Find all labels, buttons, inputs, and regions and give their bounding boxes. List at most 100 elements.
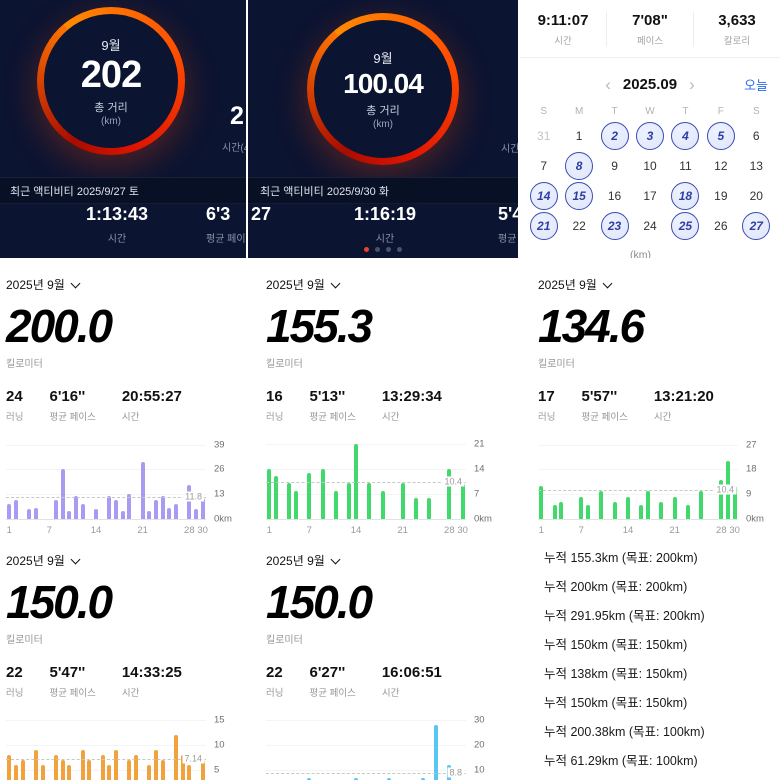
x-axis-tick: 7 <box>46 525 52 534</box>
goal-summary-line: 누적 150km (목표: 150km) <box>544 696 688 710</box>
edge-cut-label: 시간 <box>501 144 518 155</box>
gridline <box>6 469 206 471</box>
calendar-day-badge[interactable]: 5 <box>703 121 738 151</box>
month-selector[interactable]: 2025년 9월 <box>6 276 246 293</box>
month-selector-label: 2025년 9월 <box>6 554 65 568</box>
calendar-day-badge[interactable]: 4 <box>668 121 703 151</box>
chart-bar <box>639 505 644 519</box>
calendar-day[interactable]: 11 <box>668 151 703 181</box>
chart-bar <box>174 503 178 519</box>
chart-bar <box>107 765 112 780</box>
recent-activity-bar[interactable]: 최근 액티비티 2025/9/27 토 <box>0 177 246 204</box>
chart-bar <box>80 503 85 519</box>
carousel-dot[interactable] <box>397 247 402 252</box>
ring-content: 9월 202 총 거리 (km) <box>37 7 185 155</box>
chart-bar <box>7 755 12 780</box>
calendar-day-badge[interactable]: 2 <box>597 121 632 151</box>
day-number: 2 <box>600 122 629 150</box>
distance-unit-label: 킬로미터 <box>6 359 43 370</box>
calendar-day[interactable]: 26 <box>703 211 738 241</box>
pace-value: 6'27'' <box>309 664 346 681</box>
distance-unit-label: 킬로미터 <box>538 359 575 370</box>
stat-total-time: 9:11:07 시간 <box>520 12 606 47</box>
chart-bar <box>147 765 152 780</box>
calendar-day-badge[interactable]: 3 <box>632 121 667 151</box>
x-axis-tick: 28 <box>444 525 455 534</box>
calendar-day[interactable]: 9 <box>597 151 632 181</box>
y-axis-tick: 26 <box>214 463 225 475</box>
gridline <box>6 444 206 446</box>
carousel-dot[interactable] <box>375 247 380 252</box>
calendar-day[interactable]: 24 <box>632 211 667 241</box>
day-number: 3 <box>635 122 664 150</box>
calendar-day-badge[interactable]: 25 <box>668 211 703 241</box>
chart-bar <box>60 760 65 780</box>
month-selector-label: 2025년 9월 <box>6 278 65 292</box>
month-selector[interactable]: 2025년 9월 <box>6 552 246 569</box>
calendar-day-badge[interactable]: 27 <box>739 211 774 241</box>
calendar-day[interactable]: 10 <box>632 151 667 181</box>
average-value-label: 11.8 <box>183 491 204 502</box>
weekday-label: S <box>540 106 548 117</box>
weekday-label: T <box>682 106 689 117</box>
chart-bar <box>586 505 590 519</box>
chart-bar <box>14 499 18 519</box>
average-value-label: 10.4 <box>442 476 464 487</box>
chart-bar <box>54 755 58 780</box>
today-button[interactable]: 오늘 <box>744 78 768 93</box>
x-axis-tick: 21 <box>137 525 148 534</box>
total-distance-label: 총 거리 <box>94 102 128 115</box>
x-axis-tick: 21 <box>669 525 680 534</box>
calendar-day-badge[interactable]: 8 <box>561 151 596 181</box>
next-month-icon[interactable]: › <box>689 74 695 94</box>
chevron-down-icon <box>330 278 341 288</box>
y-axis-tick: 39 <box>214 439 225 451</box>
chart-bar <box>200 760 205 780</box>
calendar-day[interactable]: 7 <box>526 151 561 181</box>
chart-bar <box>60 469 65 519</box>
calendar-day[interactable]: 16 <box>597 181 632 211</box>
recent-activity-bar[interactable]: 최근 액티비티 2025/9/30 화 <box>248 177 518 204</box>
calendar-day[interactable]: 22 <box>561 211 596 241</box>
goal-summary-line: 누적 200.38km (목표: 100km) <box>544 725 705 739</box>
calendar-day[interactable]: 6 <box>739 121 774 151</box>
chart-plot <box>538 439 738 520</box>
time-value: 20:55:27 <box>121 388 182 405</box>
calendar-day[interactable]: 12 <box>703 151 738 181</box>
calendar-day-badge[interactable]: 21 <box>526 211 561 241</box>
calendar-day[interactable]: 1 <box>561 121 596 151</box>
day-number: 20 <box>749 189 763 203</box>
month-selector[interactable]: 2025년 9월 <box>266 552 518 569</box>
runs-value: 24 <box>6 388 23 405</box>
carousel-dot[interactable] <box>386 247 391 252</box>
gridline <box>266 494 466 496</box>
day-number: 14 <box>529 182 558 210</box>
y-axis-tick: 10 <box>214 739 225 751</box>
x-axis-tick: 7 <box>306 525 312 534</box>
prev-month-icon[interactable]: ‹ <box>605 74 611 94</box>
month-selector[interactable]: 2025년 9월 <box>266 276 518 293</box>
calendar-day[interactable]: 31 <box>526 121 561 151</box>
calendar-day-badge[interactable]: 23 <box>597 211 632 241</box>
calendar-day[interactable]: 19 <box>703 181 738 211</box>
calendar-day[interactable]: 17 <box>632 181 667 211</box>
calendar-day[interactable]: 13 <box>739 151 774 181</box>
clipped-bottom-text: (km) <box>630 249 651 258</box>
time-label: 시간 <box>121 688 140 699</box>
month-selector[interactable]: 2025년 9월 <box>538 276 780 293</box>
carousel-dot[interactable] <box>364 247 369 252</box>
chart-bar <box>34 750 38 780</box>
calories-value: 3,633 <box>718 12 756 29</box>
calendar-day-badge[interactable]: 18 <box>668 181 703 211</box>
card-stats-row: 22 러닝 5'47'' 평균 페이스 14:33:25 시간 <box>6 664 246 699</box>
chart-bar <box>414 497 418 519</box>
day-number: 27 <box>742 212 771 240</box>
pace-label: 평균 페이스 <box>49 412 96 423</box>
calendar-day-badge[interactable]: 15 <box>561 181 596 211</box>
gridline <box>6 770 206 771</box>
gridline <box>266 745 466 746</box>
pace-value: 5'4 <box>498 204 518 224</box>
calendar-day[interactable]: 20 <box>739 181 774 211</box>
calendar-day-badge[interactable]: 14 <box>526 181 561 211</box>
